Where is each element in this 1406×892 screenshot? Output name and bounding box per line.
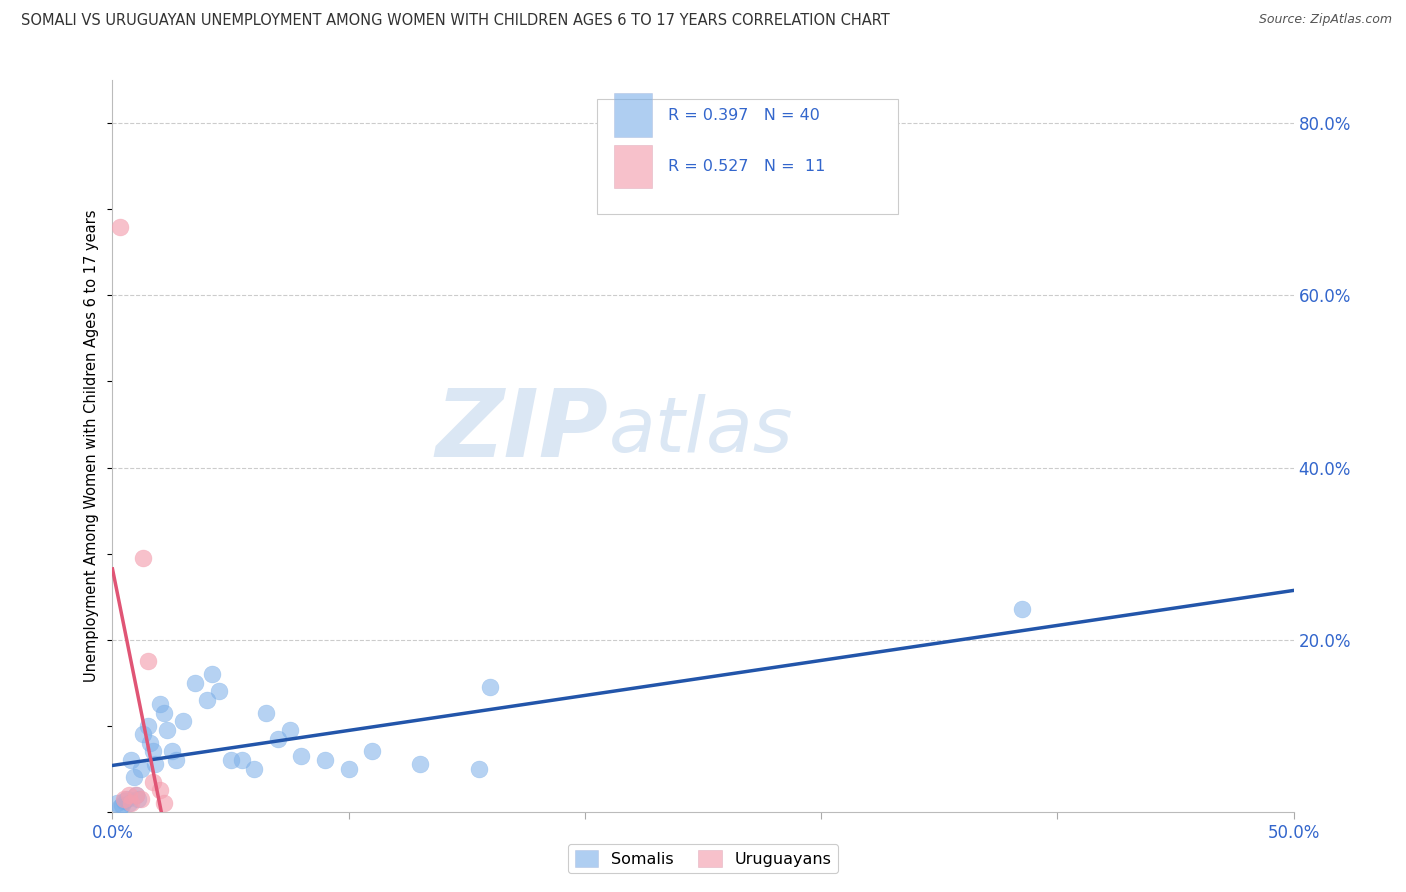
Point bbox=[139, 736, 162, 750]
Text: atlas: atlas bbox=[609, 394, 793, 468]
Point bbox=[129, 762, 152, 776]
Point bbox=[467, 762, 489, 776]
Point bbox=[267, 731, 290, 746]
Point bbox=[479, 680, 502, 694]
Point bbox=[112, 792, 135, 806]
Point bbox=[136, 719, 159, 733]
Point bbox=[125, 788, 148, 802]
Point bbox=[143, 757, 166, 772]
Point bbox=[120, 753, 142, 767]
Point bbox=[118, 788, 141, 802]
Point bbox=[149, 783, 172, 797]
Point bbox=[156, 723, 179, 737]
Point bbox=[129, 792, 152, 806]
Text: Source: ZipAtlas.com: Source: ZipAtlas.com bbox=[1258, 13, 1392, 27]
Point bbox=[314, 753, 336, 767]
Point bbox=[219, 753, 242, 767]
Text: R = 0.397   N = 40: R = 0.397 N = 40 bbox=[668, 108, 820, 122]
Point bbox=[108, 219, 131, 234]
Point bbox=[122, 770, 145, 784]
Point bbox=[278, 723, 301, 737]
Point bbox=[115, 792, 138, 806]
Point bbox=[361, 744, 384, 758]
Y-axis label: Unemployment Among Women with Children Ages 6 to 17 years: Unemployment Among Women with Children A… bbox=[84, 210, 100, 682]
Point bbox=[243, 762, 266, 776]
Point bbox=[172, 714, 194, 729]
Point bbox=[201, 667, 224, 681]
Point bbox=[149, 697, 172, 711]
Point bbox=[160, 744, 183, 758]
Point bbox=[195, 693, 218, 707]
Point bbox=[408, 757, 430, 772]
Point bbox=[111, 797, 134, 812]
Point bbox=[125, 788, 148, 802]
Point bbox=[1011, 602, 1033, 616]
Point bbox=[136, 654, 159, 668]
Legend: Somalis, Uruguayans: Somalis, Uruguayans bbox=[568, 844, 838, 873]
Point bbox=[132, 550, 155, 565]
Point bbox=[208, 684, 231, 698]
FancyBboxPatch shape bbox=[596, 99, 898, 214]
Text: ZIP: ZIP bbox=[436, 385, 609, 477]
Point bbox=[142, 774, 165, 789]
Point bbox=[231, 753, 253, 767]
Point bbox=[153, 706, 176, 720]
Point bbox=[290, 748, 312, 763]
FancyBboxPatch shape bbox=[614, 145, 652, 188]
Point bbox=[153, 796, 176, 810]
Point bbox=[120, 796, 142, 810]
Point bbox=[337, 762, 360, 776]
Point bbox=[112, 794, 135, 808]
Point bbox=[142, 744, 165, 758]
Point bbox=[132, 727, 155, 741]
Point bbox=[184, 675, 207, 690]
Point bbox=[105, 796, 128, 810]
Point bbox=[108, 800, 131, 814]
Point bbox=[254, 706, 277, 720]
Point bbox=[165, 753, 187, 767]
Point bbox=[118, 796, 141, 810]
Point bbox=[127, 792, 149, 806]
Text: SOMALI VS URUGUAYAN UNEMPLOYMENT AMONG WOMEN WITH CHILDREN AGES 6 TO 17 YEARS CO: SOMALI VS URUGUAYAN UNEMPLOYMENT AMONG W… bbox=[21, 13, 890, 29]
Text: R = 0.527   N =  11: R = 0.527 N = 11 bbox=[668, 159, 825, 174]
FancyBboxPatch shape bbox=[614, 94, 652, 136]
